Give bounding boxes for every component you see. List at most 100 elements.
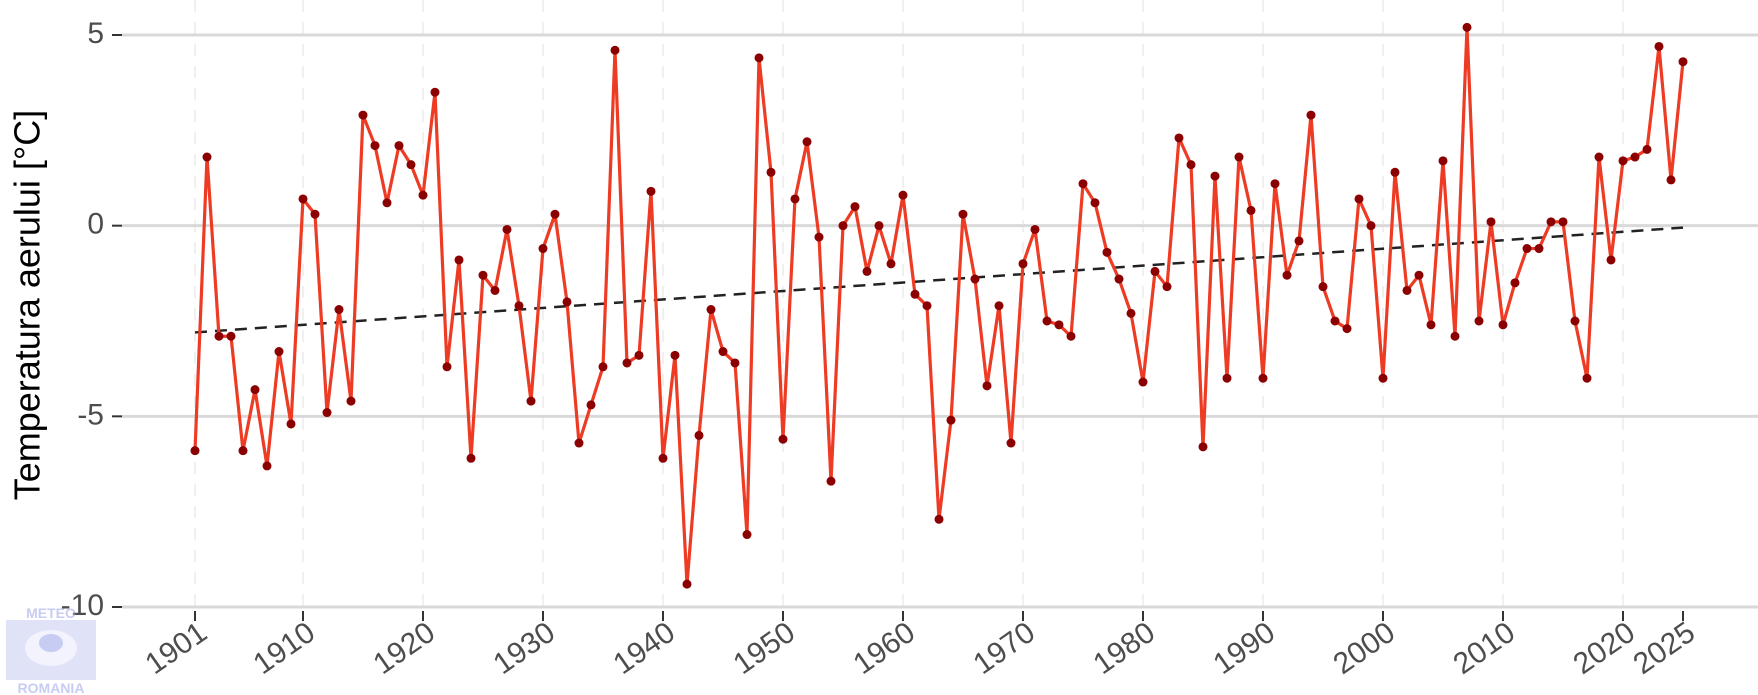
data-point (514, 301, 524, 311)
data-point (1630, 152, 1640, 162)
data-point (982, 381, 992, 391)
data-point (1306, 110, 1316, 120)
data-point (958, 209, 968, 219)
data-point (574, 438, 584, 448)
data-point (706, 305, 716, 315)
data-point (550, 209, 560, 219)
data-point (1162, 282, 1172, 292)
data-point (1246, 205, 1256, 215)
data-point (1378, 373, 1388, 383)
x-tick-label: 1950 (727, 616, 801, 681)
data-point (778, 434, 788, 444)
data-point (1462, 22, 1472, 32)
data-point (874, 221, 884, 231)
data-point (1342, 324, 1352, 334)
x-tick-labels: 1901 1910 1920 1930 1940 1950 1960 1970 1980 1990… (139, 611, 1701, 681)
data-point (490, 285, 500, 295)
data-point (1354, 194, 1364, 204)
y-tick-label: 5 (87, 17, 104, 50)
trend-line (194, 226, 1684, 334)
data-point (1666, 175, 1676, 185)
data-point (658, 453, 668, 463)
data-point (1078, 179, 1088, 189)
data-point (646, 186, 656, 196)
data-point (1486, 217, 1496, 227)
data-point (1498, 320, 1508, 330)
y-tick-labels: -10 -5 0 5 (61, 17, 122, 622)
data-point (1606, 255, 1616, 265)
data-point (730, 358, 740, 368)
x-tick-label: 1970 (967, 616, 1041, 681)
x-tick-label: 1960 (847, 616, 921, 681)
data-point (478, 270, 488, 280)
data-point (898, 190, 908, 200)
x-tick-label: 1910 (247, 616, 321, 681)
x-tick-label: 2000 (1327, 616, 1401, 681)
data-point (1678, 57, 1688, 67)
data-point (814, 232, 824, 242)
temperature-series-line (193, 25, 1685, 586)
data-point (994, 301, 1004, 311)
data-point (1582, 373, 1592, 383)
data-point (1234, 152, 1244, 162)
data-point (214, 331, 224, 341)
data-point (322, 408, 332, 418)
data-point (598, 362, 608, 372)
data-point (274, 347, 284, 357)
data-point (862, 266, 872, 276)
data-point (634, 350, 644, 360)
data-point (238, 446, 248, 456)
data-point (1030, 224, 1040, 234)
data-point (562, 297, 572, 307)
data-point (262, 461, 272, 471)
data-point (790, 194, 800, 204)
data-point (838, 221, 848, 231)
data-point (826, 476, 836, 486)
data-point (586, 400, 596, 410)
data-point (1006, 438, 1016, 448)
x-tick-label: 1901 (139, 616, 213, 681)
data-point (430, 87, 440, 97)
logo-top-text: METEO (26, 605, 76, 621)
data-point (1186, 160, 1196, 170)
x-tick-label: 2010 (1447, 616, 1521, 681)
data-point (502, 224, 512, 234)
data-point (766, 167, 776, 177)
data-point (1042, 316, 1052, 326)
y-axis-title: Temperatura aerului [°C] (7, 110, 48, 501)
data-point (1390, 167, 1400, 177)
data-point (526, 396, 536, 406)
data-point (1618, 156, 1628, 166)
data-point (1270, 179, 1280, 189)
data-point (202, 152, 212, 162)
x-tick-label: 1990 (1207, 616, 1281, 681)
data-point (1510, 278, 1520, 288)
data-point (1330, 316, 1340, 326)
data-point (742, 530, 752, 540)
data-point (382, 198, 392, 208)
data-point (1294, 236, 1304, 246)
grid-layer (122, 0, 1758, 609)
data-point (1450, 331, 1460, 341)
data-point (910, 289, 920, 299)
data-point (1594, 152, 1604, 162)
x-tick-label: 1930 (487, 616, 561, 681)
data-point (946, 415, 956, 425)
data-point (694, 430, 704, 440)
y-tick-label: -10 (61, 589, 104, 622)
trend-layer (194, 226, 1684, 334)
data-point (670, 350, 680, 360)
data-point (922, 301, 932, 311)
data-point (1570, 316, 1580, 326)
x-tick-label: 2020 (1567, 616, 1641, 681)
data-point (1522, 244, 1532, 254)
data-point (358, 110, 368, 120)
data-point (1534, 244, 1544, 254)
y-tick-label: 0 (87, 208, 104, 241)
data-point (682, 579, 692, 589)
data-point (1018, 259, 1028, 269)
data-points-layer (190, 22, 1688, 589)
data-point (934, 514, 944, 524)
data-point (394, 141, 404, 151)
